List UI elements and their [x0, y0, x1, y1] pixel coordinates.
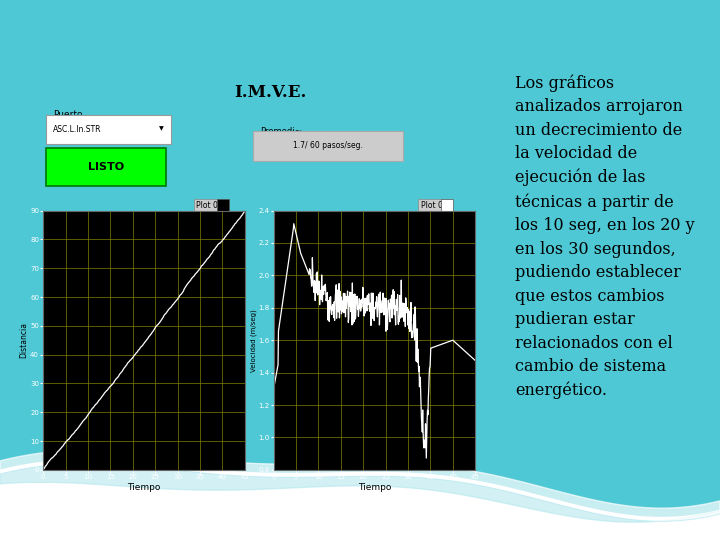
FancyBboxPatch shape — [45, 148, 166, 186]
FancyBboxPatch shape — [441, 199, 454, 213]
Text: Plot 0: Plot 0 — [420, 201, 443, 210]
Text: Plot 0: Plot 0 — [197, 201, 218, 210]
Y-axis label: Distancia: Distancia — [19, 322, 29, 358]
FancyBboxPatch shape — [45, 114, 171, 144]
FancyBboxPatch shape — [217, 199, 229, 213]
X-axis label: Tiempo: Tiempo — [127, 483, 161, 492]
Text: I.M.V.E.: I.M.V.E. — [234, 84, 306, 101]
Text: LISTO: LISTO — [88, 162, 124, 172]
Text: ▼: ▼ — [159, 127, 164, 132]
Text: 1.7/ 60 pasos/seg.: 1.7/ 60 pasos/seg. — [293, 141, 363, 150]
X-axis label: Tiempo: Tiempo — [358, 483, 391, 492]
Text: Los gráficos
analizados arrojaron
un decrecimiento de
la velocidad de
ejecución : Los gráficos analizados arrojaron un dec… — [515, 74, 694, 400]
Text: ASC.L.In.STR: ASC.L.In.STR — [53, 125, 102, 134]
FancyBboxPatch shape — [253, 131, 402, 161]
Y-axis label: Velocidad (m/seg): Velocidad (m/seg) — [251, 309, 257, 372]
Text: Puerto: Puerto — [53, 110, 82, 119]
Text: Promedi~: Promedi~ — [261, 127, 302, 136]
